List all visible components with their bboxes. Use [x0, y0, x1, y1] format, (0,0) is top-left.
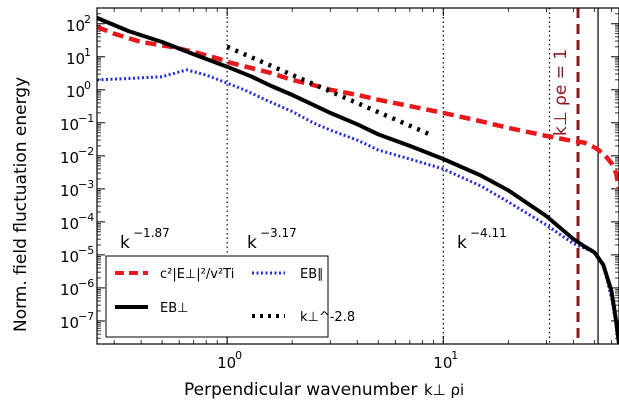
y-tick-label-exp-3: −4: [78, 211, 94, 224]
y-tick-label-8: 10: [66, 50, 85, 68]
y-tick-label-exp-6: −1: [78, 112, 94, 125]
annotation-k-187-exp: −1.87: [133, 226, 170, 240]
annotation-k-187: k −1.87: [120, 226, 170, 253]
series-lines: [97, 16, 619, 344]
y-tick-label-exp-5: −2: [78, 145, 94, 158]
y-tick-label-exp-8: 1: [84, 46, 91, 59]
y-tick-label-4: 10: [60, 182, 79, 200]
x-axis-title: Perpendicular wavenumber: [184, 380, 417, 400]
series-line-2: [97, 16, 619, 344]
x-axis-title-math: k⊥ ρi: [424, 381, 464, 399]
legend-label-k-28: k⊥^-2.8: [300, 310, 355, 325]
annotation-k-rho-e: k⊥ ρe = 1: [551, 49, 571, 136]
series-line-1: [97, 68, 619, 344]
series-line-0: [97, 24, 619, 190]
annotation-k-317-base: k: [247, 233, 257, 253]
x-tick-label-1: 10: [433, 354, 452, 372]
y-tick-label-7: 10: [66, 83, 85, 101]
x-tick-label-exp-1: 1: [451, 349, 458, 362]
legend-label-eb-par: EB∥: [300, 267, 324, 282]
y-tick-label-exp-9: 2: [84, 13, 91, 26]
legend-label-eb-perp: EB⊥: [160, 301, 188, 316]
annotation-k-317-exp: −3.17: [260, 226, 297, 240]
series-line-3: [226, 44, 435, 138]
annotation-k-411: k −4.11: [457, 226, 507, 253]
y-tick-label-6: 10: [60, 116, 79, 134]
y-tick-label-9: 10: [66, 17, 85, 35]
plot-frame: [96, 7, 619, 345]
y-tick-label-0: 10: [60, 314, 79, 332]
annotation-k-411-exp: −4.11: [470, 226, 507, 240]
annotation-k-411-base: k: [457, 233, 467, 253]
y-tick-label-exp-0: −7: [78, 310, 94, 323]
annotation-k-187-base: k: [120, 233, 130, 253]
legend: c²|E⊥|²/v²Ti EB⊥ EB∥ k⊥^-2.8: [105, 255, 355, 338]
y-tick-label-exp-4: −3: [78, 178, 94, 191]
legend-label-e-perp: c²|E⊥|²/v²Ti: [160, 267, 234, 282]
legend-box: [105, 255, 329, 338]
y-axis-title: Norm. field fluctuation energy: [11, 77, 31, 332]
y-tick-label-1: 10: [60, 281, 79, 299]
y-tick-label-5: 10: [60, 149, 79, 167]
x-tick-label-0: 10: [217, 354, 236, 372]
x-tick-label-exp-0: 0: [235, 349, 242, 362]
y-tick-label-3: 10: [60, 215, 79, 233]
y-tick-label-exp-1: −6: [78, 277, 94, 290]
annotation-k-317: k −3.17: [247, 226, 297, 253]
y-tick-label-2: 10: [60, 248, 79, 266]
y-tick-label-exp-2: −5: [78, 244, 94, 257]
y-tick-label-exp-7: 0: [84, 79, 91, 92]
axis-ticks: 100 10110−710−610−510−410−310−210−1100101…: [60, 8, 619, 372]
